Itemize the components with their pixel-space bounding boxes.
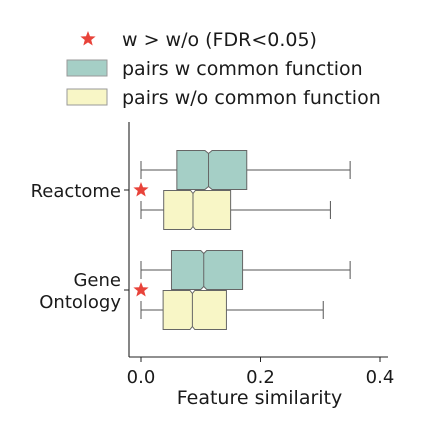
category-label-1-0: Gene (73, 270, 121, 291)
legend-label-1: pairs w common function (122, 58, 363, 80)
x-tick-label-2: 0.4 (366, 367, 395, 388)
category-label-0-0: Reactome (31, 181, 121, 202)
significance-star-icon-0 (133, 182, 149, 197)
x-axis-label: Feature similarity (177, 387, 343, 409)
box-s0-c0-body (176, 150, 248, 190)
legend-swatch-2 (66, 88, 108, 106)
legend-label-0: w > w/o (FDR<0.05) (122, 29, 317, 51)
x-tick-label-0: 0.0 (127, 367, 156, 388)
box-s0-c1-body (170, 250, 244, 290)
legend-label-2: pairs w/o common function (122, 87, 381, 109)
x-tick-label-1: 0.2 (246, 367, 275, 388)
category-label-1-1: Ontology (39, 292, 121, 313)
significance-star-icon-1 (133, 282, 149, 297)
legend-star-icon (80, 31, 96, 46)
legend-swatch-1 (66, 59, 108, 77)
box-s1-c1-body (162, 290, 227, 330)
box-s1-c0-body (163, 190, 232, 230)
